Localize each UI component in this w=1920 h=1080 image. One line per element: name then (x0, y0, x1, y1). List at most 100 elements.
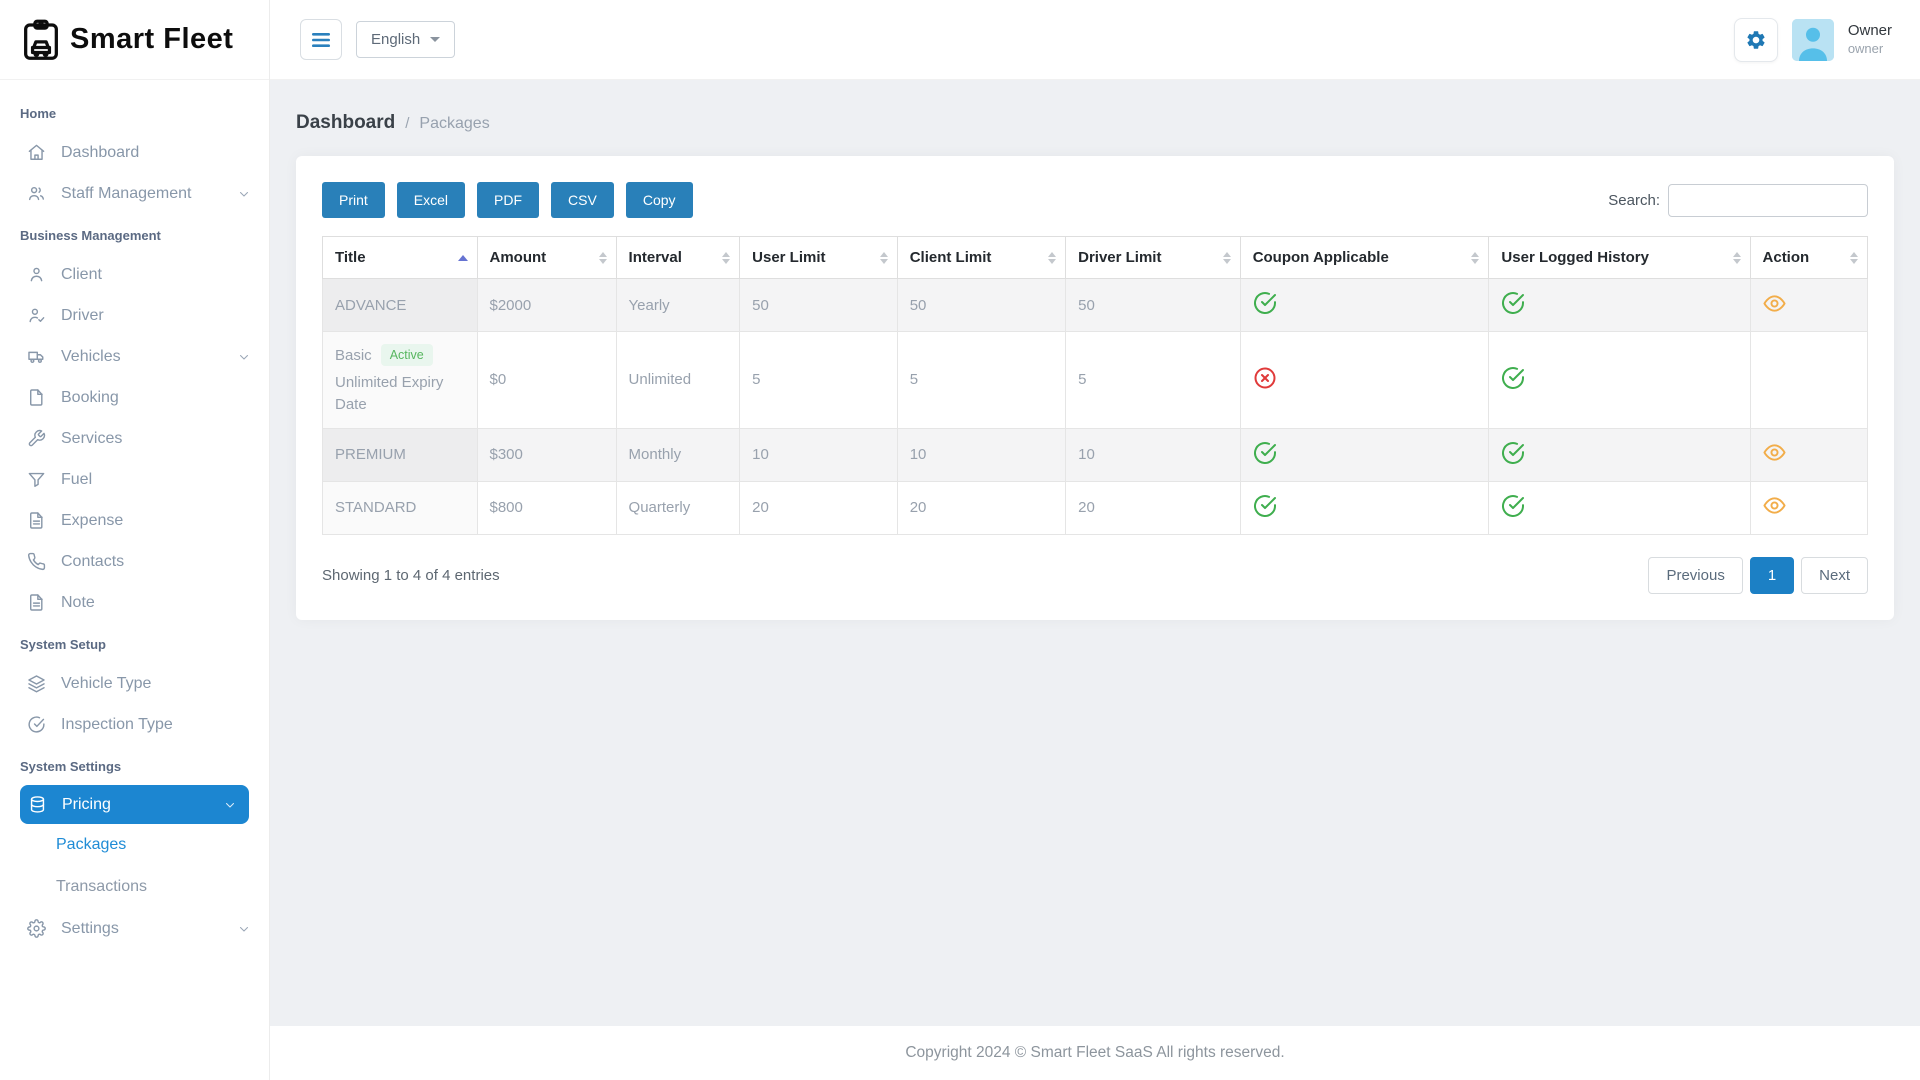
sort-down-icon (598, 258, 607, 264)
cell-action (1749, 331, 1869, 429)
cell-action (1749, 278, 1869, 332)
nav-section-header-system-settings: System Settings (20, 759, 122, 774)
sort-down-icon (722, 258, 731, 264)
column-header-label: Client Limit (909, 249, 992, 266)
language-dropdown-value: English (371, 31, 421, 48)
pagination: Previous 1 Next (1648, 556, 1868, 594)
sidebar-item-staff-management[interactable]: Staff Management (0, 173, 269, 214)
sidebar-item-settings[interactable]: Settings (0, 908, 269, 949)
package-title: PREMIUM (335, 446, 465, 463)
sidebar-item-inspection-type[interactable]: Inspection Type (0, 704, 269, 745)
sidebar-item-label: Client (61, 265, 102, 283)
chevron-down-icon (237, 350, 251, 364)
sidebar-item-client[interactable]: Client (0, 254, 269, 295)
search-input[interactable] (1668, 183, 1868, 217)
sidebar-item-fuel[interactable]: Fuel (0, 459, 269, 500)
previous-page-button[interactable]: Previous (1648, 556, 1743, 594)
page-button-1[interactable]: 1 (1749, 556, 1795, 594)
sidebar-item-vehicles[interactable]: Vehicles (0, 336, 269, 377)
cell-user_logged_history (1488, 480, 1751, 535)
sidebar-item-label: Note (61, 593, 95, 611)
table-row: STANDARD $800 Quarterly 20 20 20 (322, 480, 1869, 535)
package-title-text: Basic (335, 346, 372, 364)
view-action-button[interactable] (1762, 494, 1786, 517)
view-action-button[interactable] (1762, 292, 1786, 315)
packages-table: Title Amount Interval User Limit Client Limi… (322, 236, 1869, 535)
column-header-coupon-applicable[interactable]: Coupon Applicable (1239, 236, 1490, 279)
view-action-button[interactable] (1762, 441, 1786, 464)
sidebar-item-label: Settings (61, 919, 119, 937)
column-header-interval[interactable]: Interval (615, 236, 741, 279)
breadcrumb-separator: / (405, 115, 410, 132)
user-info[interactable]: Owner owner (1848, 22, 1892, 57)
cell-driver_limit: 5 (1065, 331, 1241, 429)
column-header-client-limit[interactable]: Client Limit (896, 236, 1067, 279)
cell-coupon_applicable (1239, 480, 1490, 535)
page-content: Dashboard / Packages Print Excel PDF CSV Cop… (270, 80, 1920, 1026)
table-toolbar: Print Excel PDF CSV Copy Search: (322, 182, 1868, 218)
breadcrumb-current-page: Packages (419, 115, 490, 132)
avatar-person-icon (1791, 18, 1834, 61)
sidebar-item-note[interactable]: Note (0, 582, 269, 623)
sort-up-icon (879, 251, 888, 257)
cell-driver_limit: 20 (1065, 480, 1241, 535)
cell-title: STANDARD (322, 480, 478, 535)
sort-down-icon (879, 258, 888, 264)
cell-client_limit: 10 (896, 427, 1067, 482)
export-pdf-button[interactable]: PDF (477, 182, 540, 218)
sidebar-item-label: Vehicles (61, 347, 121, 365)
sidebar-item-services[interactable]: Services (0, 418, 269, 459)
check-circle-status-icon (1501, 441, 1525, 465)
sidebar-subitem-packages[interactable]: Packages (56, 836, 127, 853)
column-header-title[interactable]: Title (322, 236, 478, 279)
settings-gear-button[interactable] (1733, 17, 1778, 62)
sidebar-item-label: Booking (61, 388, 119, 406)
column-header-amount[interactable]: Amount (476, 236, 617, 279)
file-text-icon (27, 511, 46, 530)
sort-asc-icon (457, 254, 468, 261)
user-avatar[interactable] (1791, 18, 1834, 61)
chevron-down-icon (237, 922, 251, 936)
cell-driver_limit: 10 (1065, 427, 1241, 482)
table-footer: Showing 1 to 4 of 4 entries Previous 1 Nex… (322, 556, 1868, 594)
cell-user_logged_history (1488, 278, 1751, 332)
export-print-button[interactable]: Print (322, 182, 385, 218)
cell-coupon_applicable (1239, 278, 1490, 332)
sort-down-icon (1850, 258, 1858, 264)
sidebar-item-driver[interactable]: Driver (0, 295, 269, 336)
column-header-label: User Limit (752, 249, 826, 266)
export-excel-button[interactable]: Excel (396, 182, 466, 218)
table-row: ADVANCE $2000 Yearly 50 50 50 (322, 278, 1869, 332)
column-header-action[interactable]: Action (1749, 236, 1869, 279)
sidebar-item-dashboard[interactable]: Dashboard (0, 132, 269, 173)
sort-arrows-icon (879, 251, 888, 264)
sidebar-item-expense[interactable]: Expense (0, 500, 269, 541)
file-icon (27, 388, 46, 407)
check-circle-status-icon (1253, 291, 1277, 315)
column-header-user-limit[interactable]: User Limit (739, 236, 898, 279)
x-circle-status-icon (1253, 366, 1277, 390)
topbar: English Owner owner (270, 0, 1920, 80)
sidebar-item-pricing[interactable]: Pricing (20, 785, 249, 824)
sort-up-icon (1850, 251, 1858, 257)
column-header-driver-limit[interactable]: Driver Limit (1065, 236, 1241, 279)
export-csv-button[interactable]: CSV (551, 182, 614, 218)
column-header-label: Interval (628, 249, 682, 266)
language-dropdown[interactable]: English (356, 21, 456, 58)
sidebar-toggle-button[interactable] (300, 19, 342, 60)
gear-icon (1747, 30, 1765, 49)
column-header-user-logged-history[interactable]: User Logged History (1488, 236, 1751, 279)
package-title-note: Unlimited Expiry Date (335, 374, 444, 413)
next-page-button[interactable]: Next (1801, 556, 1868, 594)
cell-user_logged_history (1488, 427, 1751, 482)
table-header-row: Title Amount Interval User Limit Client Limi… (322, 236, 1869, 279)
export-copy-button[interactable]: Copy (625, 182, 693, 218)
breadcrumb-dashboard[interactable]: Dashboard (296, 112, 396, 133)
cell-amount: $800 (476, 480, 617, 535)
sort-up-icon (1471, 251, 1480, 257)
cell-title: Basic Active Unlimited Expiry Date (322, 331, 478, 429)
sidebar-item-contacts[interactable]: Contacts (0, 541, 269, 582)
sidebar-item-booking[interactable]: Booking (0, 377, 269, 418)
sidebar-subitem-transactions[interactable]: Transactions (56, 878, 147, 895)
sidebar-item-vehicle-type[interactable]: Vehicle Type (0, 663, 269, 704)
